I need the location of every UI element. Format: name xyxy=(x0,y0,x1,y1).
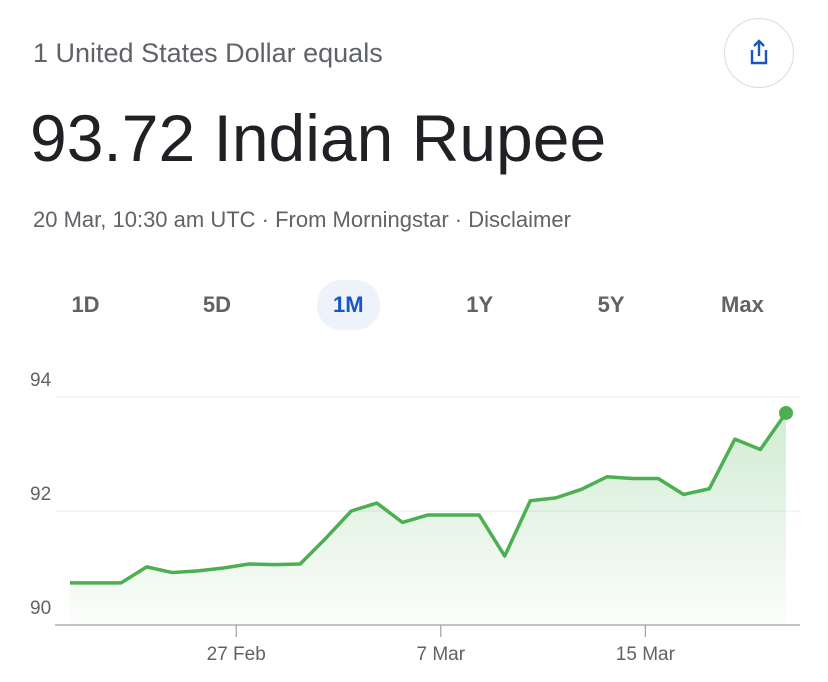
range-tab[interactable]: 5D xyxy=(151,280,282,330)
y-tick-label: 90 xyxy=(30,598,51,619)
tab-label: 5Y xyxy=(597,292,625,317)
range-tab[interactable]: 1D xyxy=(20,280,151,330)
y-tick-label: 94 xyxy=(30,370,52,391)
line xyxy=(70,411,788,585)
range-tab[interactable]: 5Y xyxy=(546,280,677,330)
source-info: 20 Mar, 10:30 am UTC · From Morningstar … xyxy=(33,207,571,232)
range-tab[interactable]: Max xyxy=(677,280,808,330)
range-tabs: 1D 5D 1M 1Y 5Y Max xyxy=(20,280,808,330)
y-tick-label: 92 xyxy=(30,484,51,505)
range-tab[interactable]: 1Y xyxy=(414,280,545,330)
subtitle: 1 United States Dollar equals xyxy=(33,38,383,68)
area xyxy=(70,412,786,625)
conversion-result: 93.72 Indian Rupee xyxy=(30,101,607,175)
x-tick-label: 15 Mar xyxy=(616,644,676,665)
chart: 90 92 94 27 Feb 7 Mar 15 Mar xyxy=(30,370,800,665)
tab-label: Max xyxy=(721,292,764,317)
share-icon xyxy=(750,39,768,65)
share-button[interactable] xyxy=(724,18,794,88)
range-tab[interactable]: 1M xyxy=(283,280,414,330)
last-point xyxy=(779,405,793,420)
tab-label: 5D xyxy=(202,292,231,317)
tab-label: 1Y xyxy=(466,292,494,317)
tab-label: 1M xyxy=(317,280,380,330)
x-tick-label: 27 Feb xyxy=(207,644,266,665)
tab-label: 1D xyxy=(71,292,100,317)
x-tick-label: 7 Mar xyxy=(416,644,465,665)
